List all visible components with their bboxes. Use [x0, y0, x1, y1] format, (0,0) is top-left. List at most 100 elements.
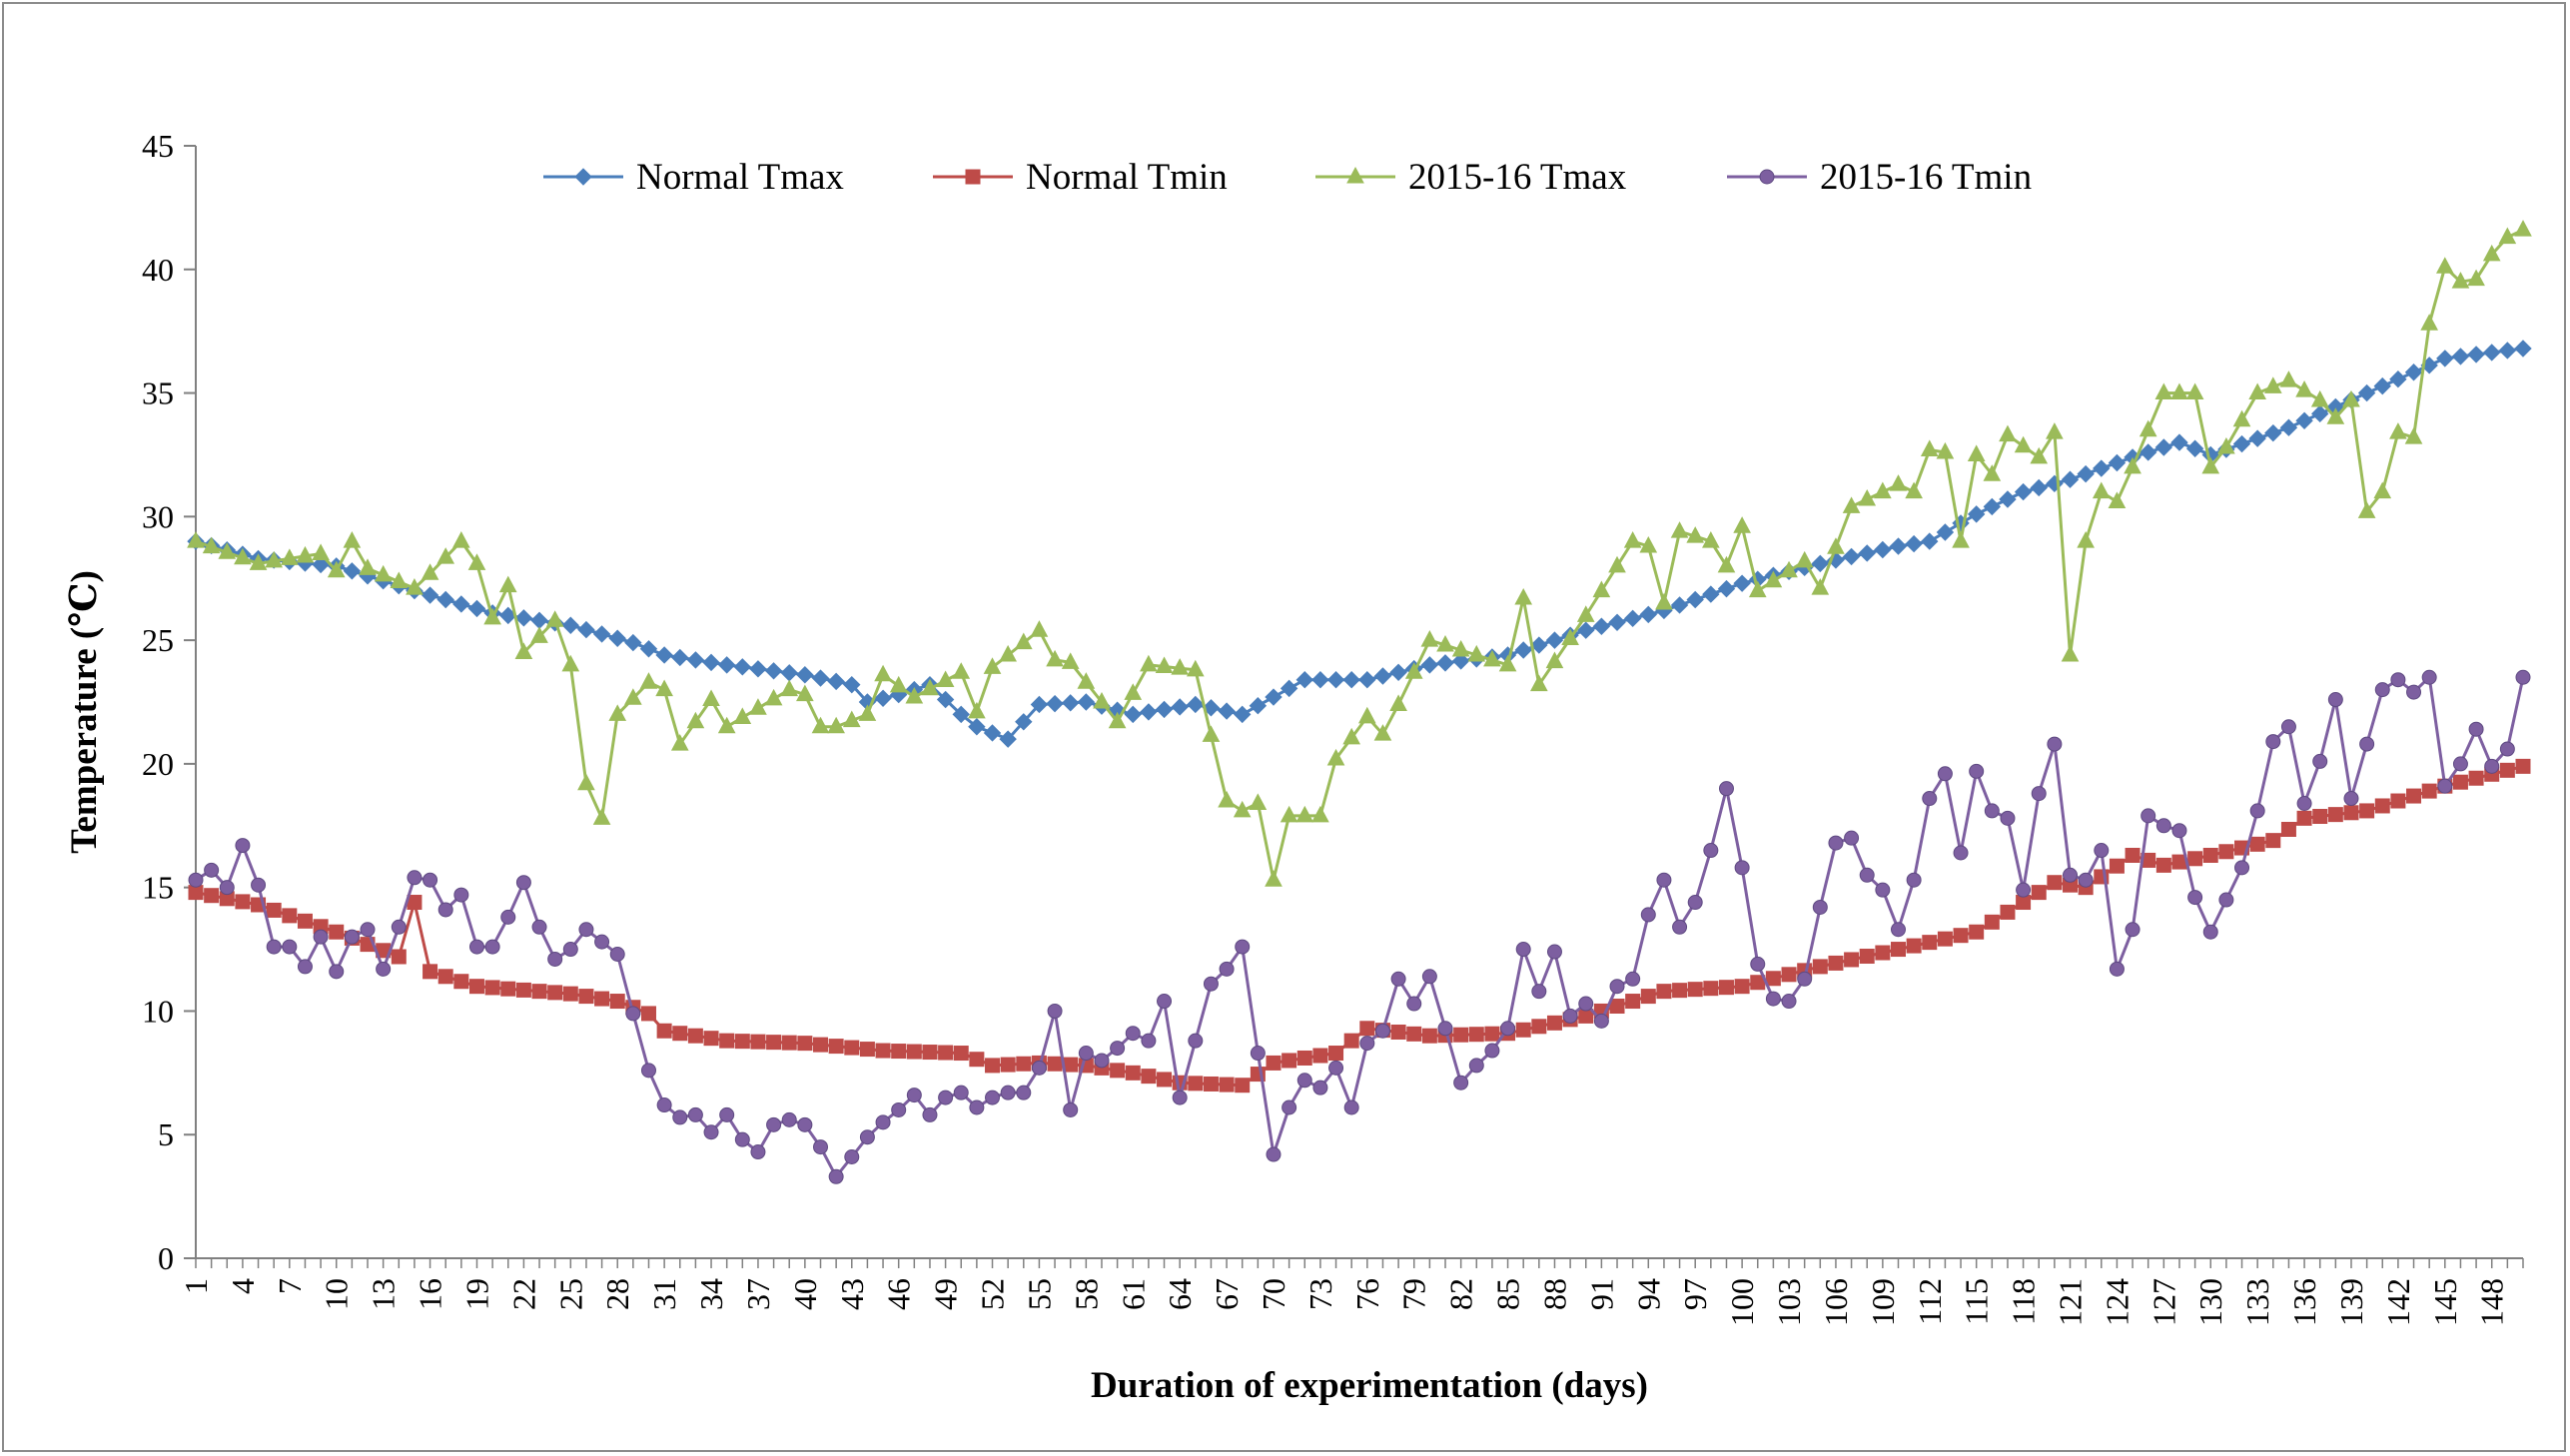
data-point-2015-16-tmin: [828, 1168, 844, 1184]
data-point-2015-16-tmax: [2154, 382, 2173, 400]
data-point-normal-tmax: [343, 562, 362, 580]
data-point-normal-tmax: [1639, 605, 1658, 624]
data-point-2015-16-tmax: [702, 689, 720, 707]
data-point-normal-tmax: [1608, 613, 1626, 631]
data-point-normal-tmin: [2187, 851, 2203, 867]
data-point-2015-16-tmin: [891, 1101, 907, 1117]
data-point-2015-16-tmax: [1952, 531, 1970, 548]
data-point-2015-16-tmin: [1359, 1036, 1375, 1052]
data-point-normal-tmax: [655, 646, 673, 664]
data-point-2015-16-tmax: [1545, 651, 1564, 669]
data-point-2015-16-tmax: [1404, 662, 1423, 679]
data-point-normal-tmin: [953, 1046, 969, 1062]
data-point-normal-tmin: [875, 1043, 891, 1059]
data-point-normal-tmax: [2311, 404, 2329, 423]
data-point-normal-tmin: [969, 1052, 985, 1068]
data-point-2015-16-tmax: [514, 642, 533, 659]
data-point-normal-tmin: [2468, 770, 2484, 786]
data-point-2015-16-tmin: [500, 909, 516, 925]
data-point-2015-16-tmax: [1639, 535, 1658, 553]
data-point-2015-16-tmax: [1498, 654, 1517, 672]
data-point-2015-16-tmax: [2108, 491, 2127, 508]
data-point-2015-16-tmin: [969, 1099, 985, 1115]
x-tick-label: 109: [1865, 1278, 1901, 1326]
data-point-normal-tmax: [1124, 705, 1142, 724]
x-tick-label: 91: [1583, 1278, 1619, 1310]
data-point-2015-16-tmax: [1311, 805, 1329, 823]
data-point-2015-16-tmin: [1157, 994, 1173, 1010]
data-point-2015-16-tmin: [1250, 1046, 1266, 1062]
data-point-normal-tmin: [1890, 942, 1906, 958]
data-point-normal-tmin: [703, 1031, 719, 1047]
legend-item-normal-tmax: Normal Tmax: [543, 157, 844, 198]
data-point-2015-16-tmax: [983, 657, 1002, 674]
data-point-2015-16-tmin: [297, 959, 313, 975]
data-point-normal-tmax: [1420, 656, 1439, 674]
data-point-normal-tmax: [624, 633, 642, 652]
data-point-2015-16-tmax: [592, 808, 611, 825]
data-point-2015-16-tmax: [1233, 800, 1252, 818]
data-point-normal-tmin: [329, 924, 345, 940]
data-point-normal-tmax: [1358, 671, 1376, 689]
data-point-normal-tmin: [2359, 803, 2375, 819]
data-point-2015-16-tmax: [1780, 560, 1798, 578]
data-point-2015-16-tmin: [407, 870, 423, 886]
data-point-2015-16-tmax: [374, 564, 393, 582]
data-point-normal-tmin: [2202, 847, 2218, 863]
data-point-normal-tmax: [1061, 694, 1080, 712]
data-point-normal-tmin: [578, 989, 594, 1005]
data-point-normal-tmin: [1515, 1022, 1531, 1038]
data-point-2015-16-tmin: [1765, 991, 1781, 1007]
data-point-2015-16-tmax: [1061, 652, 1080, 669]
data-point-2015-16-tmin: [2296, 795, 2312, 811]
x-tick-label: 58: [1068, 1278, 1104, 1310]
data-point-2015-16-tmax: [545, 610, 564, 627]
data-point-2015-16-tmax: [1576, 605, 1595, 622]
data-point-2015-16-tmax: [249, 553, 268, 570]
data-point-2015-16-tmax: [265, 550, 284, 568]
data-point-2015-16-tmin: [1453, 1075, 1469, 1091]
data-point-2015-16-tmax: [2248, 382, 2266, 400]
data-point-normal-tmax: [2232, 434, 2251, 453]
data-point-2015-16-tmin: [515, 875, 531, 891]
legend-label: Normal Tmin: [1026, 157, 1228, 198]
series-normal-tmax: [187, 340, 2532, 748]
data-point-normal-tmin: [844, 1040, 860, 1056]
data-point-2015-16-tmax: [1249, 793, 1268, 810]
data-point-normal-tmin: [609, 994, 625, 1010]
data-point-2015-16-tmax: [2092, 481, 2111, 499]
data-point-normal-tmax: [1670, 596, 1689, 614]
data-point-normal-tmax: [671, 648, 689, 667]
data-point-2015-16-tmin: [1844, 830, 1860, 846]
data-point-2015-16-tmin: [1094, 1053, 1110, 1069]
data-point-normal-tmax: [2093, 459, 2111, 477]
data-point-2015-16-tmin: [703, 1124, 719, 1140]
data-point-2015-16-tmax: [1686, 526, 1705, 543]
data-point-2015-16-tmax: [1655, 592, 1673, 610]
data-point-2015-16-tmax: [1514, 587, 1533, 605]
data-point-2015-16-tmin: [1328, 1060, 1344, 1076]
data-point-normal-tmax: [1577, 621, 1595, 639]
data-point-2015-16-tmin: [1000, 1085, 1016, 1100]
x-tick-label: 106: [1818, 1278, 1854, 1326]
data-point-2015-16-tmin: [2374, 682, 2390, 698]
data-point-2015-16-tmax: [999, 644, 1017, 662]
data-point-2015-16-tmin: [2515, 669, 2531, 685]
data-point-2015-16-tmax: [2295, 380, 2313, 397]
data-point-normal-tmin: [2296, 810, 2312, 826]
data-point-2015-16-tmin: [219, 880, 235, 896]
data-point-2015-16-tmax: [467, 553, 486, 570]
x-tick-label: 49: [928, 1278, 964, 1310]
legend-item-2015-16-tmax: 2015-16 Tmax: [1315, 157, 1627, 198]
data-point-2015-16-tmax: [1420, 630, 1439, 647]
data-point-normal-tmin: [1969, 924, 1985, 940]
data-point-2015-16-tmin: [2016, 882, 2032, 898]
data-point-normal-tmin: [2343, 805, 2359, 821]
data-point-normal-tmax: [2264, 423, 2282, 442]
data-point-normal-tmax: [2154, 438, 2173, 456]
data-point-2015-16-tmax: [2435, 257, 2454, 274]
data-point-2015-16-tmax: [1592, 580, 1611, 598]
data-point-2015-16-tmin: [423, 872, 438, 888]
data-point-2015-16-tmax: [1280, 805, 1298, 823]
data-point-2015-16-tmin: [734, 1131, 750, 1147]
